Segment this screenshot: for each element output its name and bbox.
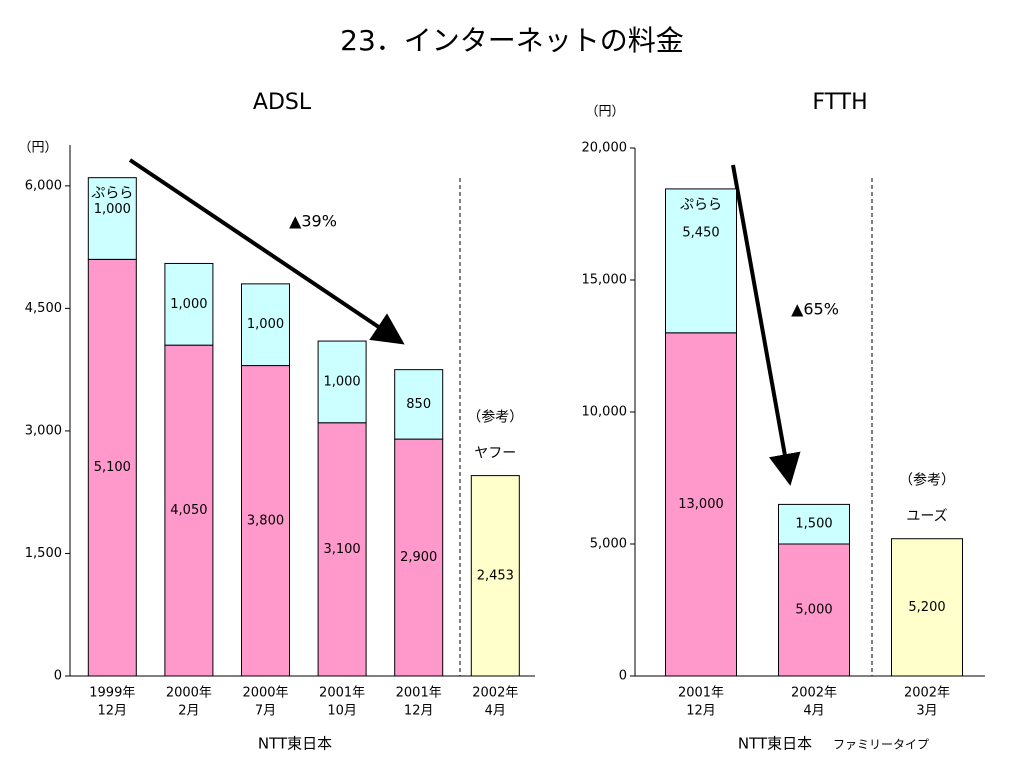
bar-segment — [665, 188, 737, 334]
bar-segment — [778, 503, 850, 545]
value-label: 1,000 — [323, 374, 360, 389]
series-name: ぷらら — [680, 197, 722, 213]
x-tick-label: 2月 — [178, 704, 199, 719]
series-name: ぷらら — [91, 186, 133, 202]
value-label: 13,000 — [678, 497, 724, 512]
x-tick-label: 1999年 — [89, 686, 135, 701]
bar-segment — [394, 438, 444, 677]
x-tick-label: 2002年 — [472, 686, 518, 701]
x-tick-label: 2002年 — [904, 686, 950, 701]
trend-arrow — [731, 164, 801, 486]
x-tick-label: 4月 — [803, 704, 824, 719]
x-tick-label: 12月 — [404, 704, 434, 719]
group-label: NTT東日本 — [738, 735, 812, 753]
value-label: 5,000 — [795, 603, 832, 618]
y-tick-label: 4,500 — [25, 301, 62, 316]
x-tick-label: 2000年 — [242, 686, 288, 701]
bar-segment — [87, 258, 137, 677]
x-tick-label: 2001年 — [319, 686, 365, 701]
value-label: 5,100 — [94, 460, 131, 475]
x-tick-label: 2000年 — [166, 686, 212, 701]
value-label: 2,900 — [400, 550, 437, 565]
y-unit: （円） — [585, 105, 624, 120]
y-tick-label: 0 — [619, 669, 627, 684]
x-tick-label: 3月 — [916, 704, 937, 719]
bar-segment — [394, 369, 444, 440]
y-tick-label: 20,000 — [582, 141, 628, 156]
x-tick-label: 12月 — [98, 704, 128, 719]
value-label: 5,200 — [908, 600, 945, 615]
x-tick-label: 2001年 — [396, 686, 442, 701]
chart-title: ADSL — [253, 90, 312, 115]
value-label: 1,000 — [247, 317, 284, 332]
value-label: 2,453 — [477, 568, 514, 583]
value-label: 850 — [406, 397, 431, 412]
series-name: ユーズ — [906, 509, 947, 525]
trend-arrow — [128, 158, 405, 345]
bar-segment — [778, 543, 850, 677]
note: （参考） — [899, 472, 955, 489]
bar-segment — [241, 283, 290, 367]
value-label: 1,500 — [795, 517, 832, 532]
group-label: NTT東日本 — [258, 735, 332, 753]
x-tick-label: 2002年 — [791, 686, 837, 701]
value-label: 1,000 — [170, 297, 207, 312]
bar-segment — [87, 177, 137, 260]
x-tick-label: 12月 — [686, 704, 716, 719]
y-tick-label: 0 — [54, 669, 62, 684]
series-name: ヤフー — [474, 446, 516, 462]
x-tick-label: 10月 — [327, 704, 357, 719]
y-tick-label: 6,000 — [25, 178, 62, 193]
group-sublabel: ファミリータイプ — [833, 738, 929, 752]
bar-segment — [317, 422, 367, 677]
y-tick-label: 15,000 — [582, 273, 628, 288]
chart-title: FTTH — [812, 90, 867, 115]
y-tick-label: 5,000 — [590, 537, 627, 552]
note: （参考） — [467, 409, 523, 426]
y-tick-label: 1,500 — [25, 546, 62, 561]
value-label: 4,050 — [170, 503, 207, 518]
annotation: ▲39% — [289, 212, 337, 231]
bar-segment — [891, 538, 963, 677]
annotation: ▲65% — [791, 300, 839, 319]
slide-title: 23．インターネットの料金 — [340, 24, 684, 57]
y-tick-label: 10,000 — [582, 405, 628, 420]
value-label: 5,450 — [682, 225, 719, 240]
bar-segment — [164, 262, 214, 346]
x-tick-label: 4月 — [485, 704, 506, 719]
x-tick-label: 2001年 — [678, 686, 724, 701]
x-tick-label: 7月 — [255, 704, 276, 719]
value-label: 3,100 — [323, 542, 360, 557]
y-unit: （円） — [18, 141, 57, 156]
value-label: 3,800 — [247, 513, 284, 528]
y-tick-label: 3,000 — [25, 423, 62, 438]
bar-segment — [665, 332, 737, 677]
bar-segment — [317, 340, 367, 424]
bar-segment — [470, 475, 520, 677]
value-label: 1,000 — [94, 202, 131, 217]
